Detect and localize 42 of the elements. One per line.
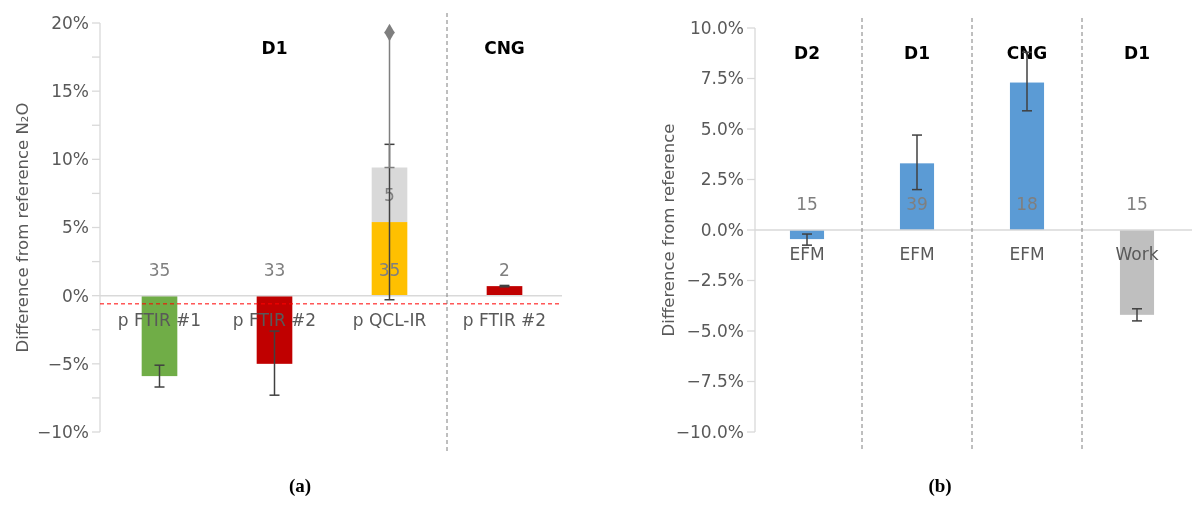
y-tick-label: 5.0% bbox=[700, 118, 744, 139]
annotation: 18 bbox=[1016, 193, 1038, 214]
bar bbox=[371, 167, 408, 223]
annotation: 39 bbox=[906, 193, 928, 214]
y-tick-label: −10.0% bbox=[675, 421, 744, 442]
x-tick-label: p QCL-IR bbox=[352, 309, 427, 330]
x-tick-label: EFM bbox=[1009, 244, 1045, 264]
annotation: D1 bbox=[261, 37, 288, 58]
y-tick-label: −5% bbox=[47, 353, 89, 374]
y-tick-label: −5.0% bbox=[686, 320, 744, 341]
y-tick-label: −2.5% bbox=[686, 270, 744, 291]
y-tick-label: −10% bbox=[36, 421, 89, 442]
annotation: 33 bbox=[263, 259, 286, 280]
bar bbox=[1009, 82, 1045, 230]
x-tick-label: EFM bbox=[789, 244, 825, 264]
annotation: D1 bbox=[904, 42, 930, 63]
annotation: 15 bbox=[796, 193, 818, 214]
y-tick-label: 10% bbox=[51, 149, 89, 170]
text: (a) bbox=[288, 475, 312, 497]
annotation: 35 bbox=[148, 259, 171, 280]
annotation: CNG bbox=[484, 37, 525, 58]
y-axis-title: Difference from reference bbox=[658, 123, 678, 337]
y-tick-label: 0% bbox=[62, 285, 89, 306]
y-tick-label: 7.5% bbox=[700, 68, 744, 89]
x-tick-label: EFM bbox=[899, 244, 935, 264]
y-tick-label: 15% bbox=[51, 81, 89, 102]
y-tick-label: −7.5% bbox=[686, 371, 744, 392]
y-tick-label: 0.0% bbox=[700, 219, 744, 240]
y-axis-title: Difference from reference N₂O bbox=[12, 102, 32, 353]
annotation: D1 bbox=[1124, 42, 1150, 63]
annotation: D2 bbox=[794, 42, 820, 63]
annotation: 15 bbox=[1126, 193, 1148, 214]
y-tick-label: 20% bbox=[51, 12, 89, 33]
y-tick-label: 2.5% bbox=[700, 169, 744, 190]
bar bbox=[899, 163, 935, 230]
annotation: 2 bbox=[499, 259, 510, 280]
y-tick-label: 5% bbox=[62, 217, 89, 238]
x-tick-label: p FTIR #2 bbox=[462, 309, 547, 330]
text: (b) bbox=[928, 475, 952, 497]
y-tick-label: 10.0% bbox=[689, 17, 744, 38]
bar bbox=[486, 286, 523, 296]
annotation: CNG bbox=[1006, 42, 1048, 63]
